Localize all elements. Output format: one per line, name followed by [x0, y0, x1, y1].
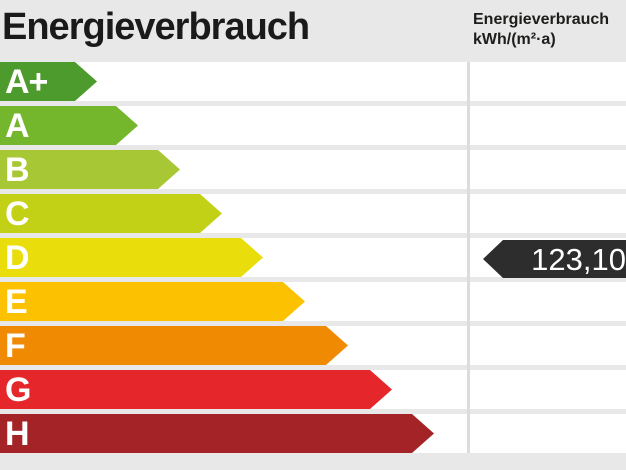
value-column-divider [467, 62, 470, 453]
efficiency-class-arrow: B [0, 150, 180, 189]
scale-row-h: H [0, 414, 626, 453]
unit-header: Energieverbrauch kWh/(m²·a) [473, 10, 626, 50]
scale-row-b: B [0, 150, 626, 189]
unit-header-line2: kWh/(m²·a) [473, 31, 556, 48]
scale-row-aplus: A+ [0, 62, 626, 101]
efficiency-class-arrow: H [0, 414, 434, 453]
value-marker-text: 123,10 [531, 241, 626, 277]
efficiency-class-label: A+ [5, 62, 48, 101]
efficiency-class-arrow: A+ [0, 62, 97, 101]
efficiency-class-label: H [5, 414, 29, 453]
efficiency-class-arrow: D [0, 238, 263, 277]
efficiency-class-arrow: F [0, 326, 348, 365]
efficiency-class-arrow: E [0, 282, 305, 321]
efficiency-class-label: E [5, 282, 27, 321]
efficiency-class-label: F [5, 326, 25, 365]
efficiency-class-label: B [5, 150, 29, 189]
efficiency-class-label: C [5, 194, 29, 233]
scale-row-g: G [0, 370, 626, 409]
scale-row-f: F [0, 326, 626, 365]
efficiency-class-arrow: C [0, 194, 222, 233]
page-title: Energieverbrauch [2, 6, 310, 48]
efficiency-class-arrow: G [0, 370, 392, 409]
value-marker-arrow: 123,10 [483, 240, 626, 278]
efficiency-class-label: A [5, 106, 29, 145]
efficiency-class-label: G [5, 370, 31, 409]
scale-row-e: E [0, 282, 626, 321]
scale-row-a: A [0, 106, 626, 145]
efficiency-class-label: D [5, 238, 29, 277]
scale-row-c: C [0, 194, 626, 233]
unit-header-line1: Energieverbrauch [473, 11, 610, 28]
efficiency-class-arrow: A [0, 106, 138, 145]
